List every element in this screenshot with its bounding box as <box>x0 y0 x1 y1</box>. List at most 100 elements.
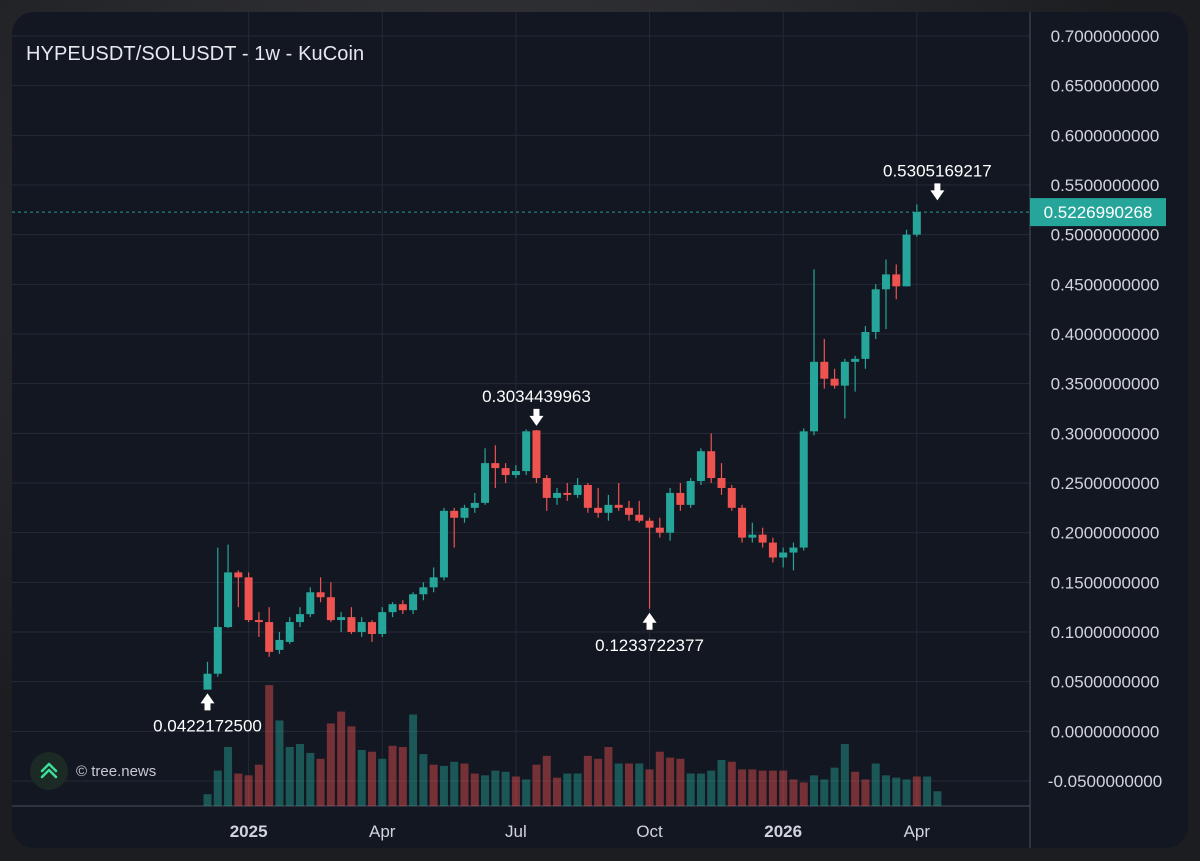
candle-body <box>398 604 407 611</box>
y-tick-label: 0.6500000000 <box>1051 77 1160 96</box>
volume-bar <box>296 744 305 806</box>
candle-body <box>234 572 243 578</box>
candle-body <box>676 492 685 505</box>
volume-bar <box>450 761 459 806</box>
annotation-label: 0.5305169217 <box>883 161 992 180</box>
volume-bar <box>604 747 613 806</box>
candle-body <box>326 597 335 621</box>
candle-body <box>624 507 633 515</box>
price-chart[interactable]: 0.7000000000 0.6500000000 0.6000000000 0.55… <box>12 12 1188 848</box>
volume-bar <box>203 794 212 806</box>
candle-body <box>666 492 675 533</box>
volume-bar <box>409 714 418 806</box>
volume-bar <box>923 776 932 806</box>
candle-body <box>645 520 654 528</box>
candle-body <box>213 627 222 674</box>
candle-body <box>696 451 705 482</box>
volume-bar <box>285 747 294 806</box>
volume-bar <box>861 779 870 806</box>
candle-body <box>367 622 376 634</box>
candle-body <box>511 471 520 476</box>
candle-body <box>450 510 459 518</box>
candle-body <box>861 332 870 359</box>
candle-body <box>296 614 305 623</box>
volume-bar <box>614 763 623 806</box>
x-tick-label: Jul <box>505 822 527 841</box>
y-tick-label: 0.3500000000 <box>1051 375 1160 394</box>
x-tick-label: Oct <box>636 822 663 841</box>
volume-bar <box>542 755 551 806</box>
volume-bar <box>748 769 757 806</box>
volume-bar <box>583 755 592 806</box>
volume-bar <box>398 747 407 806</box>
candle-body <box>573 484 582 495</box>
volume-bar <box>830 767 839 806</box>
volume-bar <box>738 769 747 806</box>
candle-body <box>306 592 315 615</box>
volume-bar <box>840 744 849 806</box>
volume-bar <box>532 764 541 806</box>
candle-body <box>727 487 736 508</box>
candle-body <box>655 527 664 533</box>
volume-bar <box>367 751 376 806</box>
volume-bar <box>224 747 233 806</box>
volume-bar <box>676 758 685 806</box>
candle-body <box>604 504 613 513</box>
volume-bar <box>717 759 726 806</box>
volume-bar <box>820 779 829 806</box>
y-tick-label: -0.0500000000 <box>1048 772 1162 791</box>
volume-bar <box>265 685 274 806</box>
candle-body <box>758 534 767 543</box>
volume-bar <box>470 773 479 806</box>
candle-body <box>285 622 294 642</box>
arrow-down-icon <box>930 183 945 201</box>
volume-bar <box>347 726 356 806</box>
volume-bar <box>851 771 860 806</box>
volume-bar <box>696 773 705 806</box>
volume-bar <box>460 763 469 806</box>
candle-body <box>470 502 479 508</box>
volume-bar <box>624 763 633 806</box>
candle-body <box>789 547 798 553</box>
candle-body <box>224 572 233 628</box>
candle-body <box>244 577 253 621</box>
candle-body <box>892 274 901 287</box>
candle-body <box>501 468 510 476</box>
volume-bar <box>912 776 921 806</box>
candle-body <box>439 510 448 578</box>
candle-body <box>275 639 284 650</box>
candle-body <box>594 507 603 513</box>
candle-body <box>820 361 829 379</box>
volume-bar <box>234 773 243 806</box>
candle-body <box>840 361 849 386</box>
y-tick-label: 0.1000000000 <box>1051 623 1160 642</box>
candle-body <box>491 463 500 469</box>
volume-bar <box>645 769 654 806</box>
volume-bar <box>337 711 346 806</box>
chart-panel: 0.7000000000 0.6500000000 0.6000000000 0.55… <box>12 12 1188 848</box>
volume-bar <box>388 745 397 806</box>
volume-bar <box>779 770 788 806</box>
candle-body <box>347 617 356 632</box>
chart-title: HYPEUSDT/SOLUSDT - 1w - KuCoin <box>26 43 365 65</box>
candle-body <box>810 361 819 432</box>
x-tick-label: 2026 <box>764 822 802 841</box>
candle-body <box>717 478 726 488</box>
candle-body <box>481 463 490 503</box>
volume-bar <box>522 779 531 806</box>
y-tick-label: 0.4000000000 <box>1051 325 1160 344</box>
candle-body <box>203 673 212 690</box>
tree-news-logo-icon <box>30 752 68 790</box>
volume-bar <box>655 751 664 806</box>
volume-bar <box>892 777 901 806</box>
volume-bar <box>326 723 335 806</box>
candle-body <box>881 274 890 290</box>
volume-bar <box>594 758 603 806</box>
candle-body <box>748 534 757 538</box>
candle-body <box>265 622 274 652</box>
volume-bar <box>881 775 890 806</box>
volume-bar <box>902 779 911 806</box>
volume-bar <box>563 773 572 806</box>
y-tick-label: 0.7000000000 <box>1051 27 1160 46</box>
